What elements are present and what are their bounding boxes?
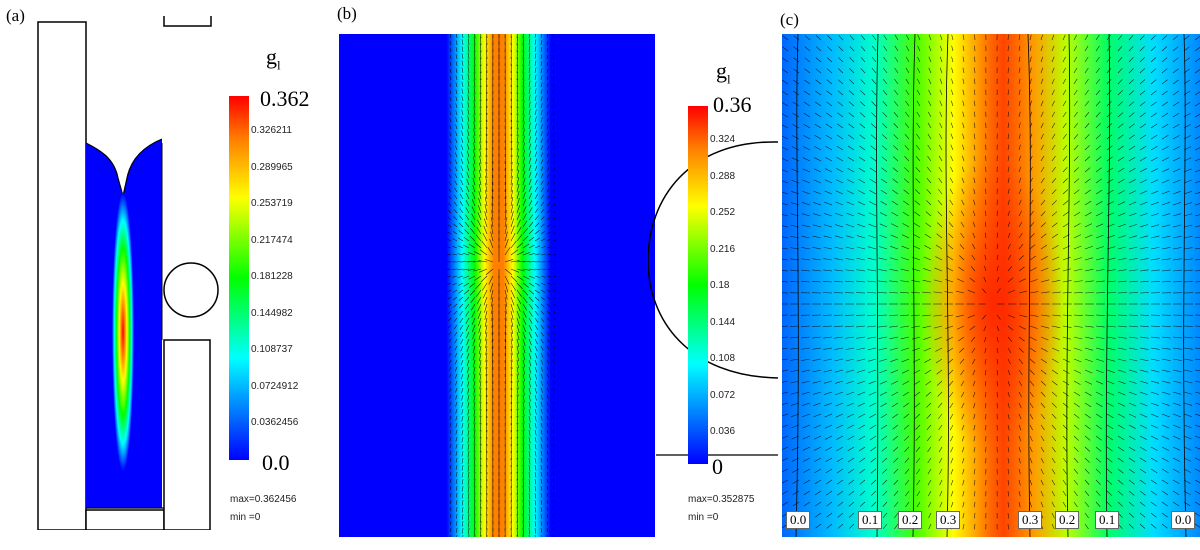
- panel-a-min-readout: min =0: [230, 512, 260, 523]
- panel-b-colorbar-title: gl: [716, 58, 731, 87]
- panel-a-colorbar-tick: 0.217474: [251, 235, 293, 246]
- panel-c-contour-label: 0.3: [1018, 511, 1042, 529]
- panel-a-colorbar-min: 0.0: [262, 450, 290, 476]
- panel-c-contour-label: 0.2: [898, 511, 922, 529]
- panel-b-roll-outline: [648, 130, 778, 550]
- panel-a-colorbar-tick: 0.0362456: [251, 417, 298, 428]
- panel-a-colorbar-tick: 0.253719: [251, 198, 293, 209]
- panel-b-colorbar-tick: 0.252: [710, 207, 735, 218]
- panel-a-roll: [164, 263, 218, 317]
- panel-c-contour-label: 0.0: [1171, 511, 1195, 529]
- panel-b-colorbar-tick: 0.216: [710, 244, 735, 255]
- panel-b-colorbar-tick: 0.18: [710, 280, 729, 291]
- panel-b-min-readout: min =0: [688, 512, 718, 523]
- panel-c-contour-label: 0.3: [936, 511, 960, 529]
- panel-c-contour-label: 0.1: [858, 511, 882, 529]
- panel-a-colorbar-title: gl: [266, 44, 281, 73]
- panel-b-max-readout: max=0.352875: [688, 494, 754, 505]
- panel-c-contour-label: 0.1: [1095, 511, 1119, 529]
- panel-c-contour-label: 0.2: [1055, 511, 1079, 529]
- panel-a-colorbar-tick: 0.289965: [251, 162, 293, 173]
- panel-b-colorbar-tick: 0.144: [710, 317, 735, 328]
- panel-c-field: [782, 34, 1200, 537]
- panel-b-colorbar-tick: 0.108: [710, 353, 735, 364]
- panel-c-contour-label: 0.0: [786, 511, 810, 529]
- panel-a-colorbar-tick: 0.0724912: [251, 381, 298, 392]
- panel-a-colorbar-tick: 0.108737: [251, 344, 293, 355]
- panel-a-colorbar-tick: 0.181228: [251, 271, 293, 282]
- panel-a-hot-core: [112, 193, 134, 471]
- panel-a-colorbar-tick: 0.144982: [251, 308, 293, 319]
- panel-b-colorbar-min: 0: [712, 454, 723, 480]
- panel-a-colorbar-max: 0.362: [260, 86, 310, 112]
- panel-b-colorbar-tick: 0.072: [710, 390, 735, 401]
- panel-b-field: [339, 34, 655, 537]
- panel-a-colorbar-tick: 0.326211: [251, 125, 292, 136]
- panel-a-geometry: [0, 0, 230, 530]
- panel-b-colorbar-max: 0.36: [713, 92, 752, 118]
- panel-b-colorbar-tick: 0.288: [710, 171, 735, 182]
- panel-b-colorbar: [688, 106, 708, 464]
- panel-b-colorbar-tick: 0.324: [710, 134, 735, 145]
- panel-a-colorbar: [229, 96, 249, 460]
- panel-b-label: (b): [337, 4, 357, 24]
- panel-c-label: (c): [780, 10, 799, 30]
- panel-a-max-readout: max=0.362456: [230, 494, 296, 505]
- panel-b-colorbar-tick: 0.036: [710, 426, 735, 437]
